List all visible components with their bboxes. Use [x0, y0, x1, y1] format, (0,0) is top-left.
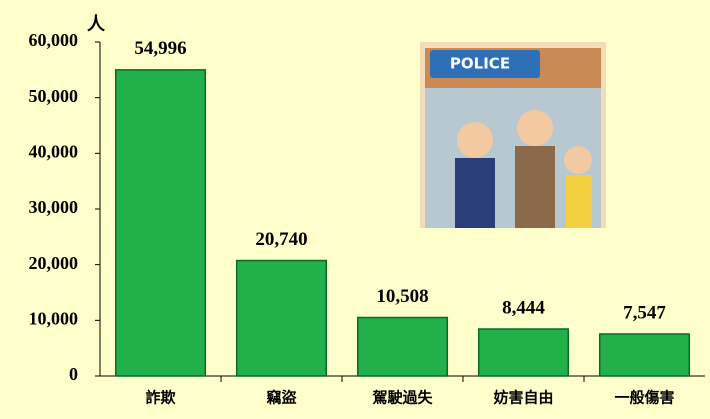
x-tick-label: 一般傷害	[614, 389, 674, 407]
x-tick-label: 妨害自由	[492, 389, 553, 407]
y-tick-label: 60,000	[29, 30, 79, 50]
y-tick-label: 40,000	[29, 141, 79, 161]
y-tick-label: 10,000	[29, 308, 79, 328]
illustration: POLICE	[420, 42, 606, 228]
child-head	[564, 146, 592, 174]
bar	[600, 334, 690, 376]
officer-head	[457, 122, 493, 158]
officer-body	[455, 158, 495, 228]
value-label: 54,996	[134, 38, 186, 59]
value-label: 20,740	[255, 229, 307, 250]
y-tick-label: 0	[69, 364, 78, 384]
value-label: 8,444	[502, 297, 545, 318]
x-tick-label: 駕駛過失	[372, 389, 433, 407]
bar	[358, 318, 448, 376]
elder-body	[515, 146, 555, 228]
bar	[237, 261, 327, 376]
bar	[479, 329, 569, 376]
value-label: 10,508	[376, 286, 428, 307]
x-tick-label: 詐欺	[145, 389, 175, 407]
chart: 人 POLICE 0 10,000 20,000 30,000 40,000 50,000…	[0, 0, 710, 419]
sign-text: POLICE	[450, 55, 510, 73]
y-tick-label: 20,000	[29, 253, 79, 273]
value-label: 7,547	[623, 302, 666, 323]
y-tick-label: 50,000	[29, 86, 79, 106]
elder-head	[517, 110, 553, 146]
child-body	[566, 175, 592, 228]
y-tick-label: 30,000	[29, 197, 79, 217]
x-tick-label: 竊盜	[266, 389, 297, 407]
bar	[116, 70, 206, 376]
y-axis-label: 人	[87, 14, 106, 34]
